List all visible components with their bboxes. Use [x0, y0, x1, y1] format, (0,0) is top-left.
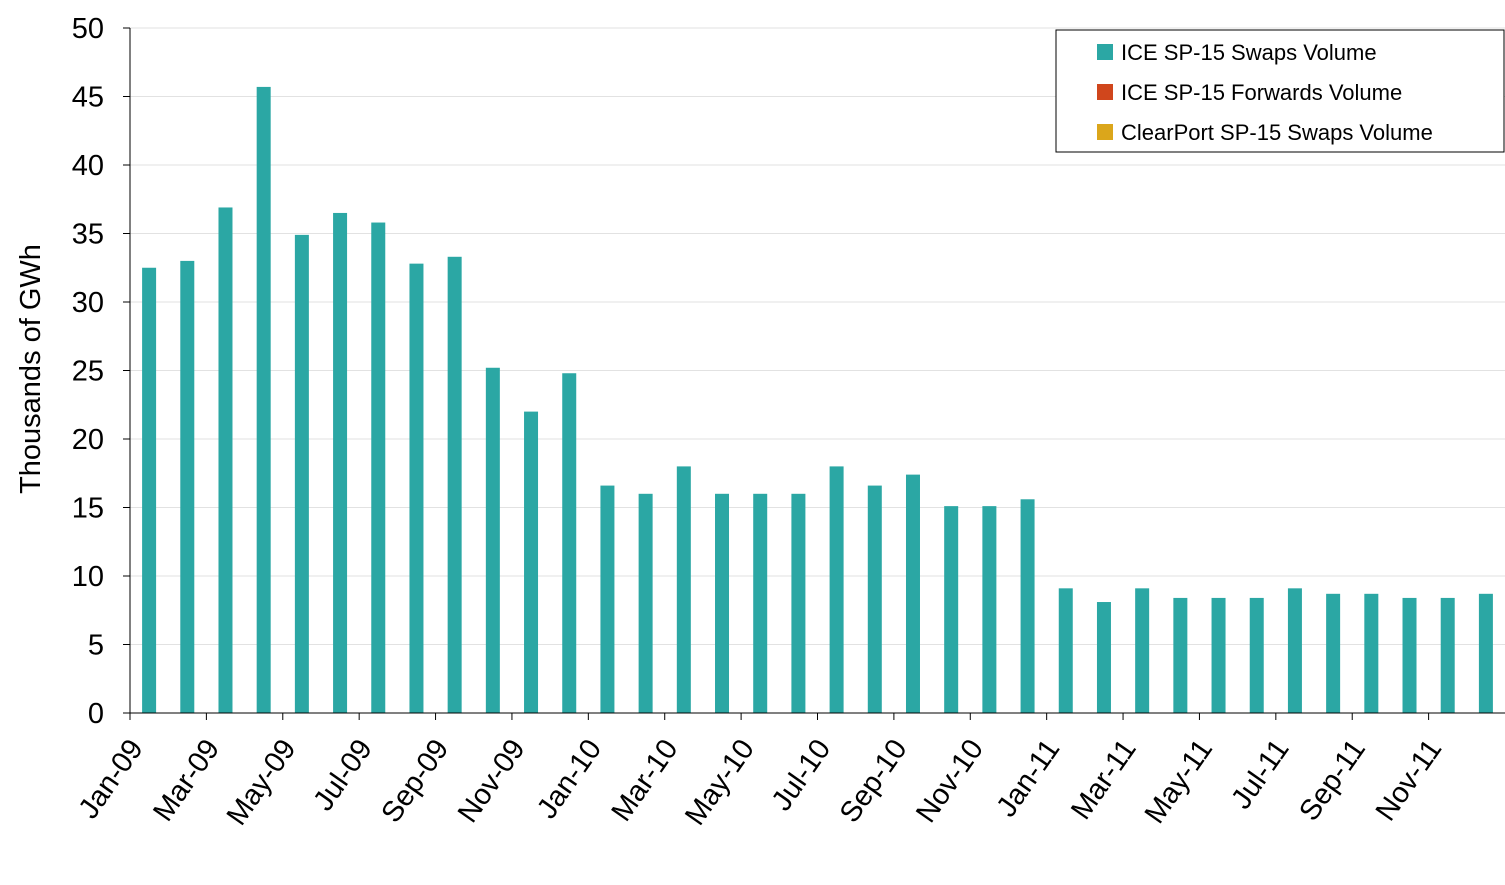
- bar: [1020, 499, 1035, 713]
- x-tick-label: May-10: [679, 734, 761, 832]
- y-tick-label: 5: [88, 630, 104, 662]
- legend-label: ICE SP-15 Swaps Volume: [1121, 40, 1377, 65]
- bar: [294, 234, 309, 713]
- x-tick-label: Mar-09: [147, 734, 226, 828]
- bar: [562, 373, 577, 713]
- bar: [905, 474, 920, 713]
- x-tick-label: Jul-11: [1225, 734, 1295, 815]
- legend-label: ClearPort SP-15 Swaps Volume: [1121, 120, 1433, 145]
- bar: [142, 267, 157, 713]
- bar: [1096, 602, 1111, 713]
- y-tick-label: 30: [72, 287, 104, 319]
- bar: [447, 256, 462, 713]
- x-tick-label: May-11: [1139, 734, 1219, 830]
- bars-group: [142, 86, 1493, 714]
- y-tick-label: 10: [72, 561, 104, 593]
- bar: [485, 367, 500, 713]
- x-tick-label: Jan-09: [73, 734, 150, 825]
- bar: [333, 212, 348, 713]
- bar: [409, 263, 424, 713]
- bar: [791, 493, 806, 713]
- bar: [218, 207, 233, 713]
- x-tick-label: Mar-11: [1065, 734, 1143, 826]
- y-tick-label: 15: [72, 493, 104, 525]
- x-tick-label: Sep-10: [834, 734, 914, 829]
- bar: [1135, 588, 1150, 713]
- bar: [944, 506, 959, 713]
- x-tick-label: May-09: [221, 734, 303, 832]
- y-axis-title: Thousands of GWh: [15, 244, 47, 494]
- bar: [1249, 597, 1264, 713]
- x-tick-label: Jan-10: [531, 734, 608, 825]
- bar: [715, 493, 730, 713]
- legend-box: [1055, 29, 1505, 153]
- x-tick-label: Mar-10: [606, 734, 685, 828]
- bar: [256, 86, 271, 713]
- bar: [982, 506, 997, 713]
- x-tick-label: Nov-09: [452, 734, 532, 829]
- gridlines: [130, 27, 1505, 645]
- legend-swatch: [1097, 124, 1113, 140]
- bar: [180, 260, 195, 713]
- y-tick-label: 0: [88, 698, 104, 730]
- bar: [867, 485, 882, 713]
- x-tick-label: Sep-09: [375, 734, 455, 829]
- x-tick-label: Nov-11: [1370, 734, 1449, 827]
- y-tick-label: 35: [72, 219, 104, 251]
- x-tick-label: Sep-11: [1293, 734, 1372, 827]
- bar: [638, 493, 653, 713]
- y-tick-label: 45: [72, 82, 104, 114]
- legend-swatch: [1097, 84, 1113, 100]
- y-axis-ticks: 0 5 10 15 20 25 30 35 40 45 50: [72, 13, 130, 730]
- y-tick-label: 50: [72, 13, 104, 45]
- bar: [1402, 597, 1417, 713]
- x-tick-label: Nov-10: [910, 734, 990, 829]
- bar: [600, 485, 615, 713]
- legend-swatch: [1097, 44, 1113, 60]
- bar: [1364, 593, 1379, 713]
- bar: [1326, 593, 1341, 713]
- bar: [829, 466, 844, 713]
- bar: [676, 466, 691, 713]
- legend: ICE SP-15 Swaps Volume ICE SP-15 Forwards…: [1055, 29, 1505, 153]
- x-tick-label: Jul-09: [307, 734, 379, 817]
- bar: [753, 493, 768, 713]
- bar: [1058, 588, 1073, 713]
- bar: [1478, 593, 1493, 713]
- bar: [1287, 588, 1302, 713]
- x-tick-label: Jan-11: [991, 734, 1067, 823]
- bar: [371, 222, 386, 714]
- bar: [524, 411, 539, 713]
- y-tick-label: 40: [72, 150, 104, 182]
- bar: [1173, 597, 1188, 713]
- bar: [1211, 597, 1226, 713]
- y-tick-label: 25: [72, 356, 104, 388]
- x-tick-label: Jul-10: [766, 734, 838, 817]
- bar: [1440, 597, 1455, 713]
- y-tick-label: 20: [72, 424, 104, 456]
- legend-label: ICE SP-15 Forwards Volume: [1121, 80, 1402, 105]
